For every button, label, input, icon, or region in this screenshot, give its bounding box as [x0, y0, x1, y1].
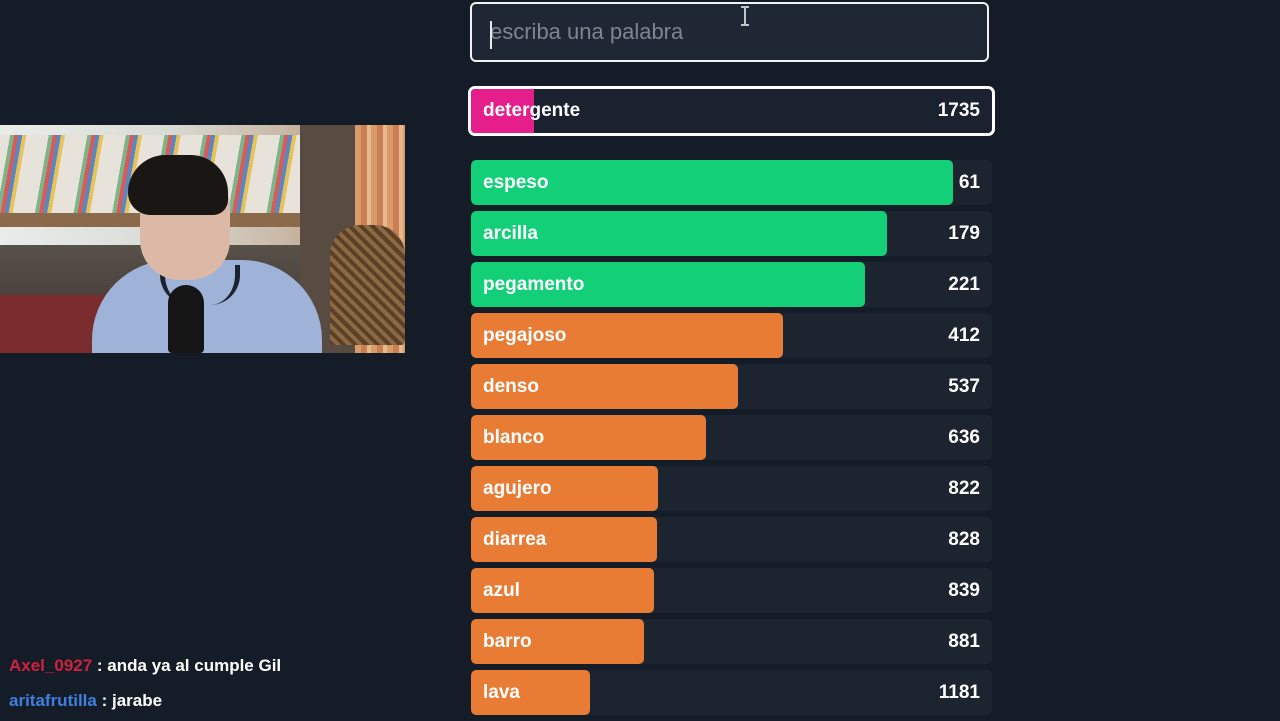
guess-proximity-bar: [471, 364, 738, 409]
guess-rank: 828: [948, 529, 980, 550]
current-guess-row: detergente 1735: [468, 86, 995, 136]
guess-proximity-bar: [471, 313, 784, 358]
guess-proximity-bar: [471, 262, 866, 307]
guess-proximity-bar: [471, 619, 644, 664]
guess-proximity-bar: [471, 415, 707, 460]
chat-username: Axel_0927: [9, 656, 93, 675]
guess-row: pegamento 221: [471, 262, 992, 307]
guess-word: diarrea: [483, 529, 547, 550]
word-input[interactable]: [472, 4, 987, 60]
guess-word: arcilla: [483, 223, 538, 244]
guess-proximity-bar: [471, 160, 953, 205]
webcam-overlay: [0, 125, 405, 353]
guess-word: pegajoso: [483, 325, 567, 346]
guess-rank: 881: [948, 631, 980, 652]
guess-proximity-bar: [471, 517, 657, 562]
guess-word: denso: [483, 376, 539, 397]
guess-proximity-bar: [471, 466, 659, 511]
word-input-container[interactable]: [470, 2, 989, 62]
guess-rank: 822: [948, 478, 980, 499]
webcam-person-collar: [160, 265, 240, 305]
guess-row: azul 839: [471, 568, 992, 613]
guess-word: azul: [483, 580, 520, 601]
guess-word: espeso: [483, 172, 549, 193]
guess-proximity-bar: [471, 670, 590, 715]
webcam-person-hair: [128, 155, 228, 215]
guess-row: denso 537: [471, 364, 992, 409]
guess-row: pegajoso 412: [471, 313, 992, 358]
guess-row: espeso 61: [471, 160, 992, 205]
chat-text: : jarabe: [101, 691, 163, 710]
guess-row: agujero 822: [471, 466, 992, 511]
guess-rank: 412: [948, 325, 980, 346]
current-guess-word: detergente: [483, 100, 581, 121]
guess-row: diarrea 828: [471, 517, 992, 562]
webcam-microphone: [168, 285, 204, 353]
guess-rank: 179: [948, 223, 980, 244]
guess-word: barro: [483, 631, 532, 652]
guess-word: agujero: [483, 478, 552, 499]
ibeam-cursor-icon: [741, 6, 749, 26]
chat-message: Axel_0927 : anda ya al cumple Gil: [9, 656, 281, 676]
guess-proximity-bar: [471, 568, 654, 613]
guess-word: blanco: [483, 427, 545, 448]
guess-rank: 221: [948, 274, 980, 295]
guess-row: lava 1181: [471, 670, 992, 715]
guess-rank: 839: [948, 580, 980, 601]
current-guess-bar: [471, 89, 534, 133]
guess-word: lava: [483, 682, 520, 703]
guess-row: blanco 636: [471, 415, 992, 460]
guess-word: pegamento: [483, 274, 585, 295]
guess-rank: 61: [958, 172, 980, 193]
guess-rank: 636: [948, 427, 980, 448]
current-guess-rank: 1735: [937, 100, 980, 121]
guess-rank: 1181: [938, 682, 980, 703]
guess-rank: 537: [948, 376, 980, 397]
chat-username: aritafrutilla: [9, 691, 97, 710]
webcam-wicker-chair: [330, 225, 405, 345]
guess-row: arcilla 179: [471, 211, 992, 256]
guess-list: espeso 61 arcilla 179 pegamento 221 pegajoso 41…: [471, 160, 992, 721]
chat-message: aritafrutilla : jarabe: [9, 691, 162, 711]
guess-proximity-bar: [471, 211, 887, 256]
text-caret: [490, 21, 492, 49]
guess-row: barro 881: [471, 619, 992, 664]
chat-text: : anda ya al cumple Gil: [96, 656, 282, 675]
